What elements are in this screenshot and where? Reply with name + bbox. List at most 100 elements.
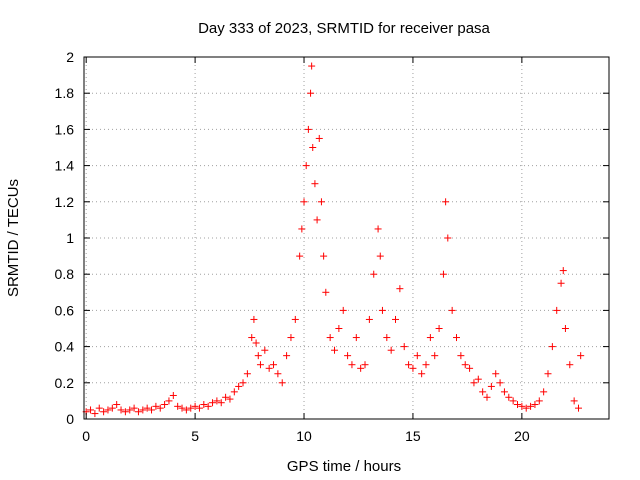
y-tick-label: 0.8 — [55, 266, 75, 282]
data-point — [230, 388, 238, 396]
data-point — [575, 404, 583, 412]
x-tick-label: 15 — [405, 428, 421, 444]
y-tick-label: 0.2 — [55, 375, 75, 391]
data-point — [400, 343, 408, 351]
data-point — [492, 370, 500, 378]
data-point — [548, 343, 556, 351]
data-point — [514, 401, 522, 409]
data-point — [442, 198, 450, 206]
data-point — [431, 352, 439, 360]
y-tick-label: 0.6 — [55, 302, 75, 318]
data-point — [204, 402, 212, 410]
data-point — [143, 404, 151, 412]
data-point — [540, 388, 548, 396]
data-point — [461, 361, 469, 369]
data-point — [235, 382, 243, 390]
data-point — [174, 402, 182, 410]
data-point — [483, 393, 491, 401]
y-tick-label: 1 — [66, 230, 74, 246]
grid — [84, 56, 609, 420]
data-point — [331, 346, 339, 354]
data-point — [570, 397, 578, 405]
data-point — [243, 370, 251, 378]
data-point — [156, 404, 164, 412]
data-point — [248, 334, 256, 342]
data-point — [344, 352, 352, 360]
x-tick-label: 20 — [514, 428, 530, 444]
data-point — [278, 379, 286, 387]
data-point — [187, 404, 195, 412]
data-point — [496, 379, 504, 387]
y-tick-label: 1.2 — [55, 194, 75, 210]
data-point — [535, 397, 543, 405]
data-point — [274, 370, 282, 378]
data-point — [405, 361, 413, 369]
data-point — [522, 404, 530, 412]
data-point — [287, 334, 295, 342]
data-point — [435, 325, 443, 332]
data-point — [200, 401, 208, 409]
data-point — [252, 339, 260, 347]
data-point — [308, 62, 316, 70]
data-point — [378, 306, 386, 314]
data-point — [307, 89, 315, 97]
data-point — [298, 225, 306, 233]
y-tick-label: 2 — [66, 49, 74, 65]
x-tick-label: 5 — [191, 428, 199, 444]
y-axis-title: SRMTID / TECUs — [5, 179, 22, 297]
data-point — [217, 399, 225, 407]
data-point — [130, 404, 138, 412]
data-point — [148, 406, 156, 414]
data-point — [291, 315, 299, 323]
data-point — [315, 134, 323, 142]
data-point — [470, 379, 478, 387]
data-point — [139, 406, 147, 414]
data-point — [302, 162, 310, 170]
data-point — [313, 216, 321, 224]
data-point — [254, 352, 262, 360]
data-point — [226, 395, 234, 403]
data-point — [527, 402, 535, 410]
data-point — [487, 382, 495, 390]
data-point — [387, 346, 395, 354]
data-point — [392, 315, 400, 323]
data-point — [509, 397, 517, 405]
data-point — [270, 361, 278, 369]
data-point — [335, 325, 343, 332]
data-point — [422, 361, 430, 369]
data-point — [195, 404, 203, 412]
y-tick-label: 1.4 — [55, 158, 75, 174]
data-point — [376, 252, 384, 260]
data-point — [283, 352, 291, 360]
data-point — [505, 393, 513, 401]
data-point — [448, 306, 456, 314]
data-point — [95, 404, 103, 412]
data-point — [322, 288, 330, 296]
data-point — [439, 270, 447, 278]
data-points — [82, 62, 585, 418]
x-axis: 0 5 10 15 20 — [82, 57, 530, 444]
data-point — [87, 406, 95, 414]
data-point — [553, 306, 561, 314]
data-point — [409, 364, 417, 372]
data-point — [566, 361, 574, 369]
data-point — [304, 125, 312, 133]
data-point — [352, 334, 360, 342]
data-point — [500, 388, 508, 396]
data-point — [265, 364, 273, 372]
plot-frame — [83, 56, 610, 420]
data-point — [518, 402, 526, 410]
data-point — [426, 334, 434, 342]
data-point — [309, 144, 317, 151]
data-point — [561, 325, 569, 332]
data-point — [413, 352, 421, 360]
data-point — [213, 397, 221, 405]
x-tick-label: 10 — [296, 428, 312, 444]
data-point — [161, 401, 169, 409]
x-tick-label: 0 — [82, 428, 90, 444]
data-point — [209, 399, 217, 407]
data-point — [250, 315, 258, 323]
data-point — [348, 361, 356, 369]
data-point — [126, 406, 134, 414]
